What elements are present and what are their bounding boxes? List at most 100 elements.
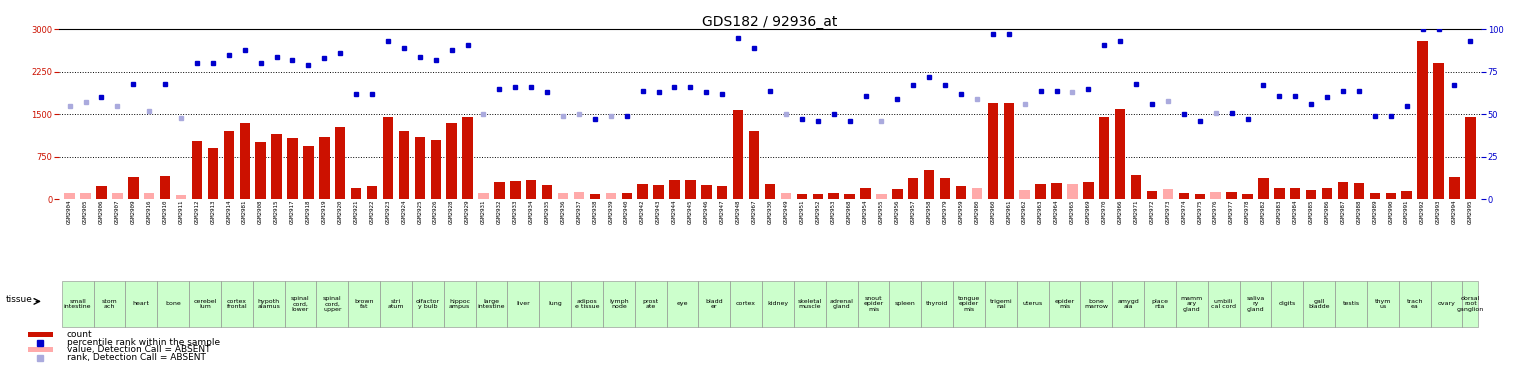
Bar	[844, 194, 855, 199]
Bar	[125, 281, 157, 326]
Text: GSM2915: GSM2915	[274, 199, 279, 224]
Text: bone: bone	[165, 301, 182, 306]
Bar	[1178, 193, 1189, 199]
Bar	[730, 281, 762, 326]
Text: lung: lung	[548, 301, 562, 306]
Text: rank, Detection Call = ABSENT: rank, Detection Call = ABSENT	[66, 353, 205, 362]
Text: GSM2954: GSM2954	[862, 199, 869, 224]
Bar	[112, 193, 123, 199]
Text: GSM2923: GSM2923	[385, 199, 391, 224]
Bar	[383, 117, 393, 199]
Text: tissue: tissue	[5, 295, 32, 303]
Text: GSM2906: GSM2906	[99, 199, 105, 224]
Bar	[892, 189, 902, 199]
Text: GSM2995: GSM2995	[1468, 199, 1472, 224]
Bar	[494, 182, 505, 199]
Text: GSM2914: GSM2914	[226, 199, 231, 224]
Text: saliva
ry
gland: saliva ry gland	[1246, 296, 1264, 312]
Text: tongue
epider
mis: tongue epider mis	[958, 296, 979, 312]
Bar	[1195, 194, 1204, 199]
Text: GSM2944: GSM2944	[671, 199, 678, 224]
Text: GSM2909: GSM2909	[131, 199, 136, 224]
Bar	[1163, 189, 1173, 199]
Text: GSM2925: GSM2925	[417, 199, 422, 224]
Bar	[953, 281, 986, 326]
Bar	[1338, 182, 1348, 199]
Text: GSM2908: GSM2908	[259, 199, 263, 224]
Bar	[622, 193, 631, 199]
Bar	[1306, 190, 1317, 199]
Bar	[479, 193, 488, 199]
Bar	[1321, 188, 1332, 199]
Bar	[1369, 193, 1380, 199]
Text: GSM2983: GSM2983	[1277, 199, 1281, 224]
Text: GSM2964: GSM2964	[1053, 199, 1060, 224]
Text: GSM2980: GSM2980	[975, 199, 979, 224]
Bar	[336, 127, 345, 199]
Text: uterus: uterus	[1023, 301, 1043, 306]
Bar	[253, 281, 285, 326]
Bar	[1115, 109, 1126, 199]
Bar	[192, 141, 202, 199]
Bar	[1258, 179, 1269, 199]
Bar	[861, 188, 870, 199]
Text: GSM2929: GSM2929	[465, 199, 470, 224]
Text: hippoc
ampus: hippoc ampus	[450, 299, 470, 309]
Bar	[542, 185, 553, 199]
Text: cortex
frontal: cortex frontal	[226, 299, 246, 309]
Bar	[411, 281, 444, 326]
Text: GSM2922: GSM2922	[370, 199, 374, 224]
Bar	[781, 193, 792, 199]
Bar	[972, 188, 983, 199]
Bar	[160, 176, 171, 199]
Text: GSM2949: GSM2949	[784, 199, 788, 224]
Text: gall
bladde: gall bladde	[1309, 299, 1331, 309]
Bar	[65, 193, 75, 199]
Text: GSM2973: GSM2973	[1166, 199, 1170, 224]
Text: spinal
cord,
lower: spinal cord, lower	[291, 296, 310, 312]
Text: GSM2969: GSM2969	[1086, 199, 1090, 224]
Bar	[507, 281, 539, 326]
Text: lymph
node: lymph node	[608, 299, 628, 309]
Bar	[303, 146, 314, 199]
Bar	[240, 123, 249, 199]
Text: GSM2984: GSM2984	[1292, 199, 1298, 224]
Text: percentile rank within the sample: percentile rank within the sample	[66, 338, 220, 347]
Text: cortex: cortex	[736, 301, 756, 306]
Text: brown
fat: brown fat	[354, 299, 374, 309]
Text: GSM2939: GSM2939	[608, 199, 613, 224]
Text: GSM2955: GSM2955	[879, 199, 884, 224]
Bar	[1272, 281, 1303, 326]
Text: digits: digits	[1278, 301, 1297, 306]
Text: GSM2994: GSM2994	[1452, 199, 1457, 224]
Text: adipos
e tissue: adipos e tissue	[574, 299, 599, 309]
Bar	[795, 281, 825, 326]
Text: GSM2926: GSM2926	[433, 199, 439, 224]
Bar	[987, 103, 998, 199]
Bar	[1398, 281, 1431, 326]
Text: GSM2913: GSM2913	[211, 199, 216, 224]
Text: GSM2965: GSM2965	[1070, 199, 1075, 224]
Bar	[638, 184, 648, 199]
Bar	[813, 194, 822, 199]
Bar	[62, 281, 94, 326]
Text: cerebel
lum: cerebel lum	[192, 299, 217, 309]
Text: GSM2977: GSM2977	[1229, 199, 1234, 224]
Text: liver: liver	[516, 301, 530, 306]
Text: GSM2952: GSM2952	[815, 199, 821, 224]
Text: adrenal
gland: adrenal gland	[830, 299, 853, 309]
Text: GSM2933: GSM2933	[513, 199, 517, 224]
Bar	[94, 281, 125, 326]
Bar	[602, 281, 634, 326]
Text: GSM2932: GSM2932	[497, 199, 502, 224]
Bar	[1303, 281, 1335, 326]
Bar	[319, 137, 330, 199]
Text: ovary: ovary	[1437, 301, 1455, 306]
Text: GSM2947: GSM2947	[719, 199, 725, 224]
Bar	[256, 142, 266, 199]
Text: GSM2987: GSM2987	[1340, 199, 1346, 224]
Text: GSM2938: GSM2938	[593, 199, 598, 224]
Bar	[316, 281, 348, 326]
Bar	[431, 140, 440, 199]
Bar	[1417, 41, 1428, 199]
